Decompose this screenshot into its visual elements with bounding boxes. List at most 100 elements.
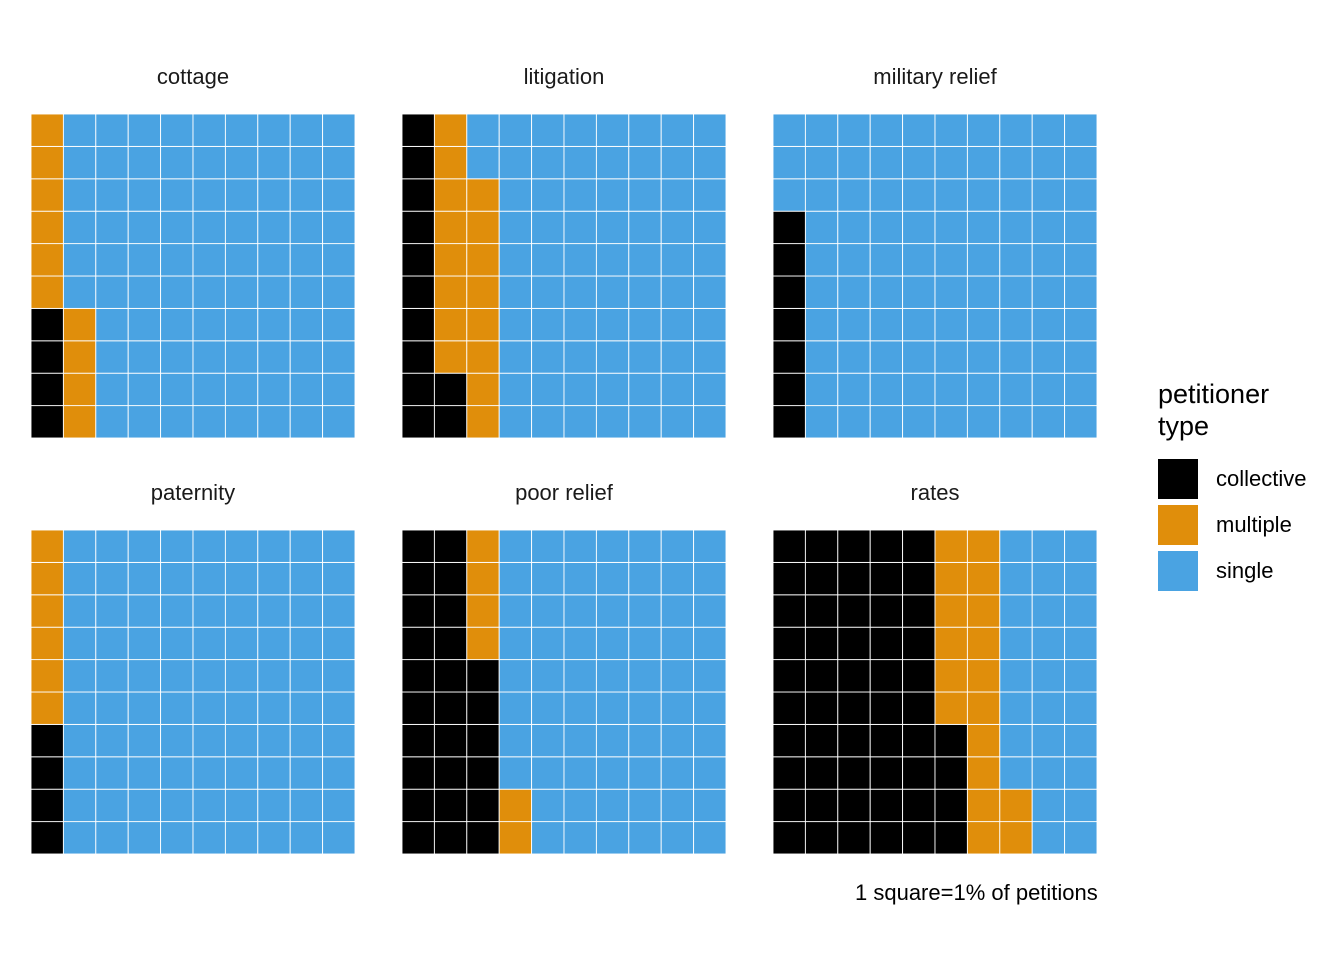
waffle-square-single <box>869 405 904 439</box>
waffle-square-single <box>934 340 968 374</box>
waffle-square-single <box>289 594 324 628</box>
waffle-square-collective <box>772 723 806 758</box>
waffle-square-single <box>62 723 97 758</box>
waffle-square-single <box>257 405 291 439</box>
waffle-square-single <box>1031 561 1066 596</box>
waffle-square-single <box>127 243 162 277</box>
waffle-square-single <box>804 340 839 374</box>
waffle-square-single <box>1031 340 1066 374</box>
waffle-square-multiple <box>466 626 500 661</box>
waffle-square-single <box>563 626 597 661</box>
waffle-square-single <box>595 307 630 342</box>
waffle-square-multiple <box>966 561 1001 596</box>
waffle-square-multiple <box>466 340 500 374</box>
waffle-square-single <box>693 561 727 596</box>
panel-cottage: cottage <box>30 64 356 439</box>
waffle-square-multiple <box>934 626 968 661</box>
waffle-square-single <box>563 691 597 725</box>
waffle-square-single <box>1064 372 1098 407</box>
waffle-square-collective <box>772 594 806 628</box>
waffle-square-collective <box>837 821 871 855</box>
waffle-square-single <box>1064 821 1098 855</box>
waffle-square-single <box>531 307 565 342</box>
panel-paternity: paternity <box>30 480 356 855</box>
waffle-square-single <box>127 756 162 790</box>
waffle-square-single <box>531 178 565 212</box>
waffle-square-multiple <box>466 372 500 407</box>
waffle-square-single <box>224 275 259 309</box>
waffle-square-single <box>498 756 533 790</box>
waffle-square-single <box>1031 756 1066 790</box>
waffle-square-single <box>999 691 1033 725</box>
waffle-square-single <box>869 340 904 374</box>
waffle-square-single <box>289 659 324 693</box>
waffle-square-single <box>160 210 194 245</box>
waffle-square-single <box>869 145 904 180</box>
waffle-square-single <box>595 561 630 596</box>
waffle-square-single <box>563 307 597 342</box>
waffle-square-single <box>224 145 259 180</box>
waffle-square-single <box>257 113 291 147</box>
waffle-square-single <box>322 307 356 342</box>
waffle-square-multiple <box>30 626 64 661</box>
waffle-square-collective <box>466 659 500 693</box>
waffle-square-collective <box>401 275 435 309</box>
waffle-square-single <box>498 659 533 693</box>
waffle-square-single <box>1031 210 1066 245</box>
waffle-square-collective <box>869 561 904 596</box>
waffle-square-single <box>498 723 533 758</box>
waffle-square-single <box>1064 340 1098 374</box>
waffle-square-single <box>660 561 695 596</box>
waffle-square-collective <box>804 594 839 628</box>
waffle-square-single <box>628 723 662 758</box>
waffle-square-collective <box>401 210 435 245</box>
waffle-square-single <box>289 275 324 309</box>
waffle-square-single <box>999 210 1033 245</box>
waffle-square-single <box>62 594 97 628</box>
waffle-square-single <box>224 340 259 374</box>
waffle-square-multiple <box>934 691 968 725</box>
waffle-square-collective <box>869 594 904 628</box>
waffle-square-multiple <box>999 788 1033 823</box>
waffle-square-single <box>837 340 871 374</box>
waffle-square-single <box>95 561 129 596</box>
waffle-square-single <box>563 659 597 693</box>
waffle-square-single <box>1031 372 1066 407</box>
waffle-square-single <box>95 372 129 407</box>
waffle-square-collective <box>934 788 968 823</box>
waffle-square-single <box>902 372 936 407</box>
waffle-square-single <box>95 756 129 790</box>
waffle-square-collective <box>837 659 871 693</box>
waffle-square-single <box>563 243 597 277</box>
waffle-square-single <box>693 594 727 628</box>
waffle-square-single <box>999 145 1033 180</box>
waffle-square-single <box>804 210 839 245</box>
waffle-square-multiple <box>30 145 64 180</box>
waffle-square-single <box>192 210 226 245</box>
waffle-square-single <box>322 405 356 439</box>
waffle-square-multiple <box>30 210 64 245</box>
waffle-square-single <box>563 594 597 628</box>
waffle-square-single <box>531 659 565 693</box>
waffle-square-single <box>563 756 597 790</box>
waffle-square-single <box>95 723 129 758</box>
waffle-square-collective <box>902 756 936 790</box>
waffle-square-single <box>62 561 97 596</box>
waffle-square-single <box>563 821 597 855</box>
waffle-square-multiple <box>966 821 1001 855</box>
waffle-square-single <box>563 529 597 563</box>
waffle-square-single <box>531 626 565 661</box>
waffle-square-single <box>192 561 226 596</box>
waffle-square-single <box>224 405 259 439</box>
panel-title-litigation: litigation <box>524 64 605 89</box>
chart-caption: 1 square=1% of petitions <box>855 880 1098 905</box>
waffle-square-single <box>160 626 194 661</box>
waffle-square-collective <box>401 626 435 661</box>
waffle-square-multiple <box>466 529 500 563</box>
waffle-square-single <box>772 178 806 212</box>
waffle-square-single <box>127 659 162 693</box>
waffle-square-multiple <box>466 275 500 309</box>
waffle-square-single <box>1064 113 1098 147</box>
waffle-square-collective <box>30 405 64 439</box>
waffle-square-multiple <box>934 561 968 596</box>
